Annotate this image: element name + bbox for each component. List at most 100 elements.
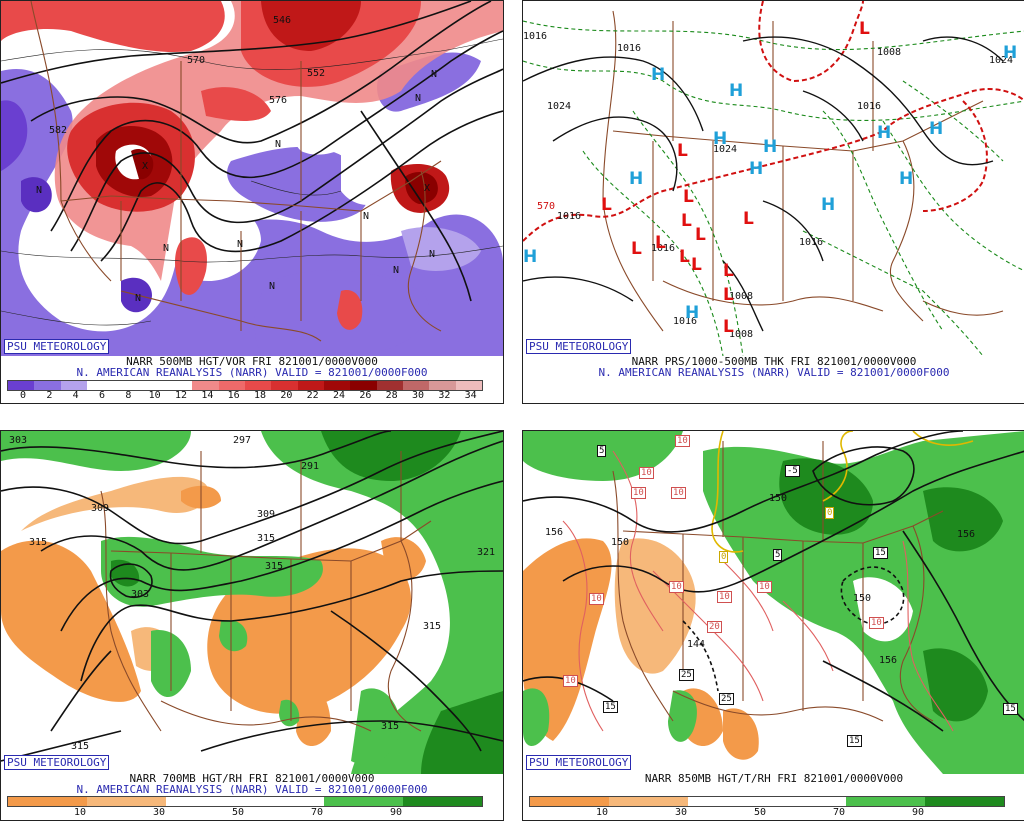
temperature-box-red: 10 (589, 593, 604, 605)
contour-label-582: 582 (49, 125, 68, 136)
colorbar-swatch (403, 797, 482, 806)
colorbar-tick-label: 10 (74, 807, 87, 818)
temperature-box: 15 (1003, 703, 1018, 715)
colorbar-swatch (8, 381, 35, 390)
map-caption: NARR 700MB HGT/RH FRI 821001/0000V000 (129, 772, 375, 785)
colorbar-tick-label: 4 (72, 390, 79, 401)
height-label: 156 (545, 527, 564, 538)
temperature-box: 15 (603, 701, 618, 713)
temperature-box: 15 (873, 547, 888, 559)
vort-min-n: N (269, 281, 276, 292)
panel-850mb-height-temp-rh: 156 150 150 144 156 156 150 5 -5 5 15 15… (522, 430, 1024, 821)
low-pressure-l: L (677, 141, 688, 161)
height-label: 156 (879, 655, 898, 666)
vort-min-n: N (275, 139, 282, 150)
vort-min-n: N (135, 293, 142, 304)
colorbar-tick-label: 10 (148, 390, 161, 401)
freezing-line-box: 0 (719, 551, 729, 563)
colorbar-swatch (8, 797, 87, 806)
colorbar-swatch (34, 381, 61, 390)
isobar-label: 1008 (729, 291, 754, 302)
colorbar-tick-label: 30 (675, 807, 688, 818)
colorbar-swatch (767, 797, 846, 806)
isobar-label: 1024 (713, 144, 738, 155)
height-label: 309 (91, 503, 110, 514)
height-label: 297 (233, 435, 252, 446)
isobar-label: 1016 (799, 237, 824, 248)
high-pressure-h: H (651, 65, 666, 85)
colorbar-tick-label: 50 (754, 807, 767, 818)
colorbar-swatch (139, 381, 166, 390)
700mb-rh-map (1, 431, 503, 774)
isobar-label: 1016 (857, 101, 882, 112)
height-label: 303 (9, 435, 28, 446)
colorbar-tick-label: 14 (201, 390, 214, 401)
temperature-box-red: 20 (707, 621, 722, 633)
vort-min-n: N (363, 211, 370, 222)
height-label: 156 (957, 529, 976, 540)
height-label: 150 (769, 493, 788, 504)
temperature-box: -5 (785, 465, 800, 477)
temperature-box-red: 10 (631, 487, 646, 499)
colorbar-swatch (244, 381, 272, 390)
isobar-label: 1024 (989, 55, 1014, 66)
vort-min-n: N (415, 93, 422, 104)
high-pressure-h: H (685, 303, 700, 323)
temperature-box: 15 (847, 735, 862, 747)
isobar-label: 1024 (547, 101, 572, 112)
low-pressure-l: L (723, 261, 734, 281)
colorbar-tick-label: 32 (438, 390, 451, 401)
vort-max-x: X (424, 183, 431, 194)
temperature-box-red: 10 (757, 581, 772, 593)
temperature-box-red: 10 (869, 617, 884, 629)
panel-700mb-height-rh: 303 297 291 309 309 315 321 303 315 315 … (0, 430, 504, 821)
contour-label-546: 546 (273, 15, 292, 26)
height-label: 150 (611, 537, 630, 548)
map-caption: NARR 500MB HGT/VOR FRI 821001/0000V000 (126, 355, 378, 368)
vort-min-n: N (393, 265, 400, 276)
rh-colorbar (7, 796, 483, 807)
height-label: 315 (257, 533, 276, 544)
freezing-line-box: 0 (825, 507, 835, 519)
map-caption: NARR PRS/1000-500MB THK FRI 821001/0000V… (631, 355, 917, 368)
isobar-label: 1016 (651, 243, 676, 254)
height-label: 144 (687, 639, 706, 650)
colorbar-swatch (60, 381, 87, 390)
colorbar-swatch (218, 381, 245, 390)
vort-min-n: N (163, 243, 170, 254)
high-pressure-h: H (1003, 43, 1018, 63)
height-label: 315 (29, 537, 48, 548)
temperature-box-red: 10 (671, 487, 686, 499)
low-pressure-l: L (691, 255, 702, 275)
low-pressure-l: L (631, 239, 642, 259)
height-label: 309 (257, 509, 276, 520)
colorbar-swatch (245, 797, 324, 806)
psu-meteorology-badge: PSU METEOROLOGY (4, 339, 110, 354)
pressure-map (523, 1, 1024, 356)
colorbar-tick-label: 50 (232, 807, 245, 818)
isobar-label: 1016 (523, 31, 548, 42)
low-pressure-l: L (655, 233, 666, 253)
isobar-label: 1008 (877, 47, 902, 58)
colorbar-swatch (86, 381, 114, 390)
colorbar-tick-label: 18 (254, 390, 267, 401)
high-pressure-h: H (713, 129, 728, 149)
temperature-box: 5 (597, 445, 607, 457)
low-pressure-l: L (679, 247, 690, 267)
height-label: 315 (381, 721, 400, 732)
isobar-label: 1016 (673, 316, 698, 327)
temperature-box-red: 10 (639, 467, 654, 479)
colorbar-tick-label: 26 (359, 390, 372, 401)
colorbar-tick-label: 90 (912, 807, 925, 818)
colorbar-tick-label: 2 (46, 390, 53, 401)
high-pressure-h: H (729, 81, 744, 101)
colorbar-swatch (87, 797, 166, 806)
colorbar-tick-label: 24 (333, 390, 346, 401)
contour-label-570: 570 (187, 55, 206, 66)
temperature-box: 5 (773, 549, 783, 561)
colorbar-tick-label: 8 (125, 390, 132, 401)
colorbar-tick-label: 10 (596, 807, 609, 818)
height-label: 315 (423, 621, 442, 632)
isobar-label: 1016 (617, 43, 642, 54)
vort-min-n: N (429, 249, 436, 260)
